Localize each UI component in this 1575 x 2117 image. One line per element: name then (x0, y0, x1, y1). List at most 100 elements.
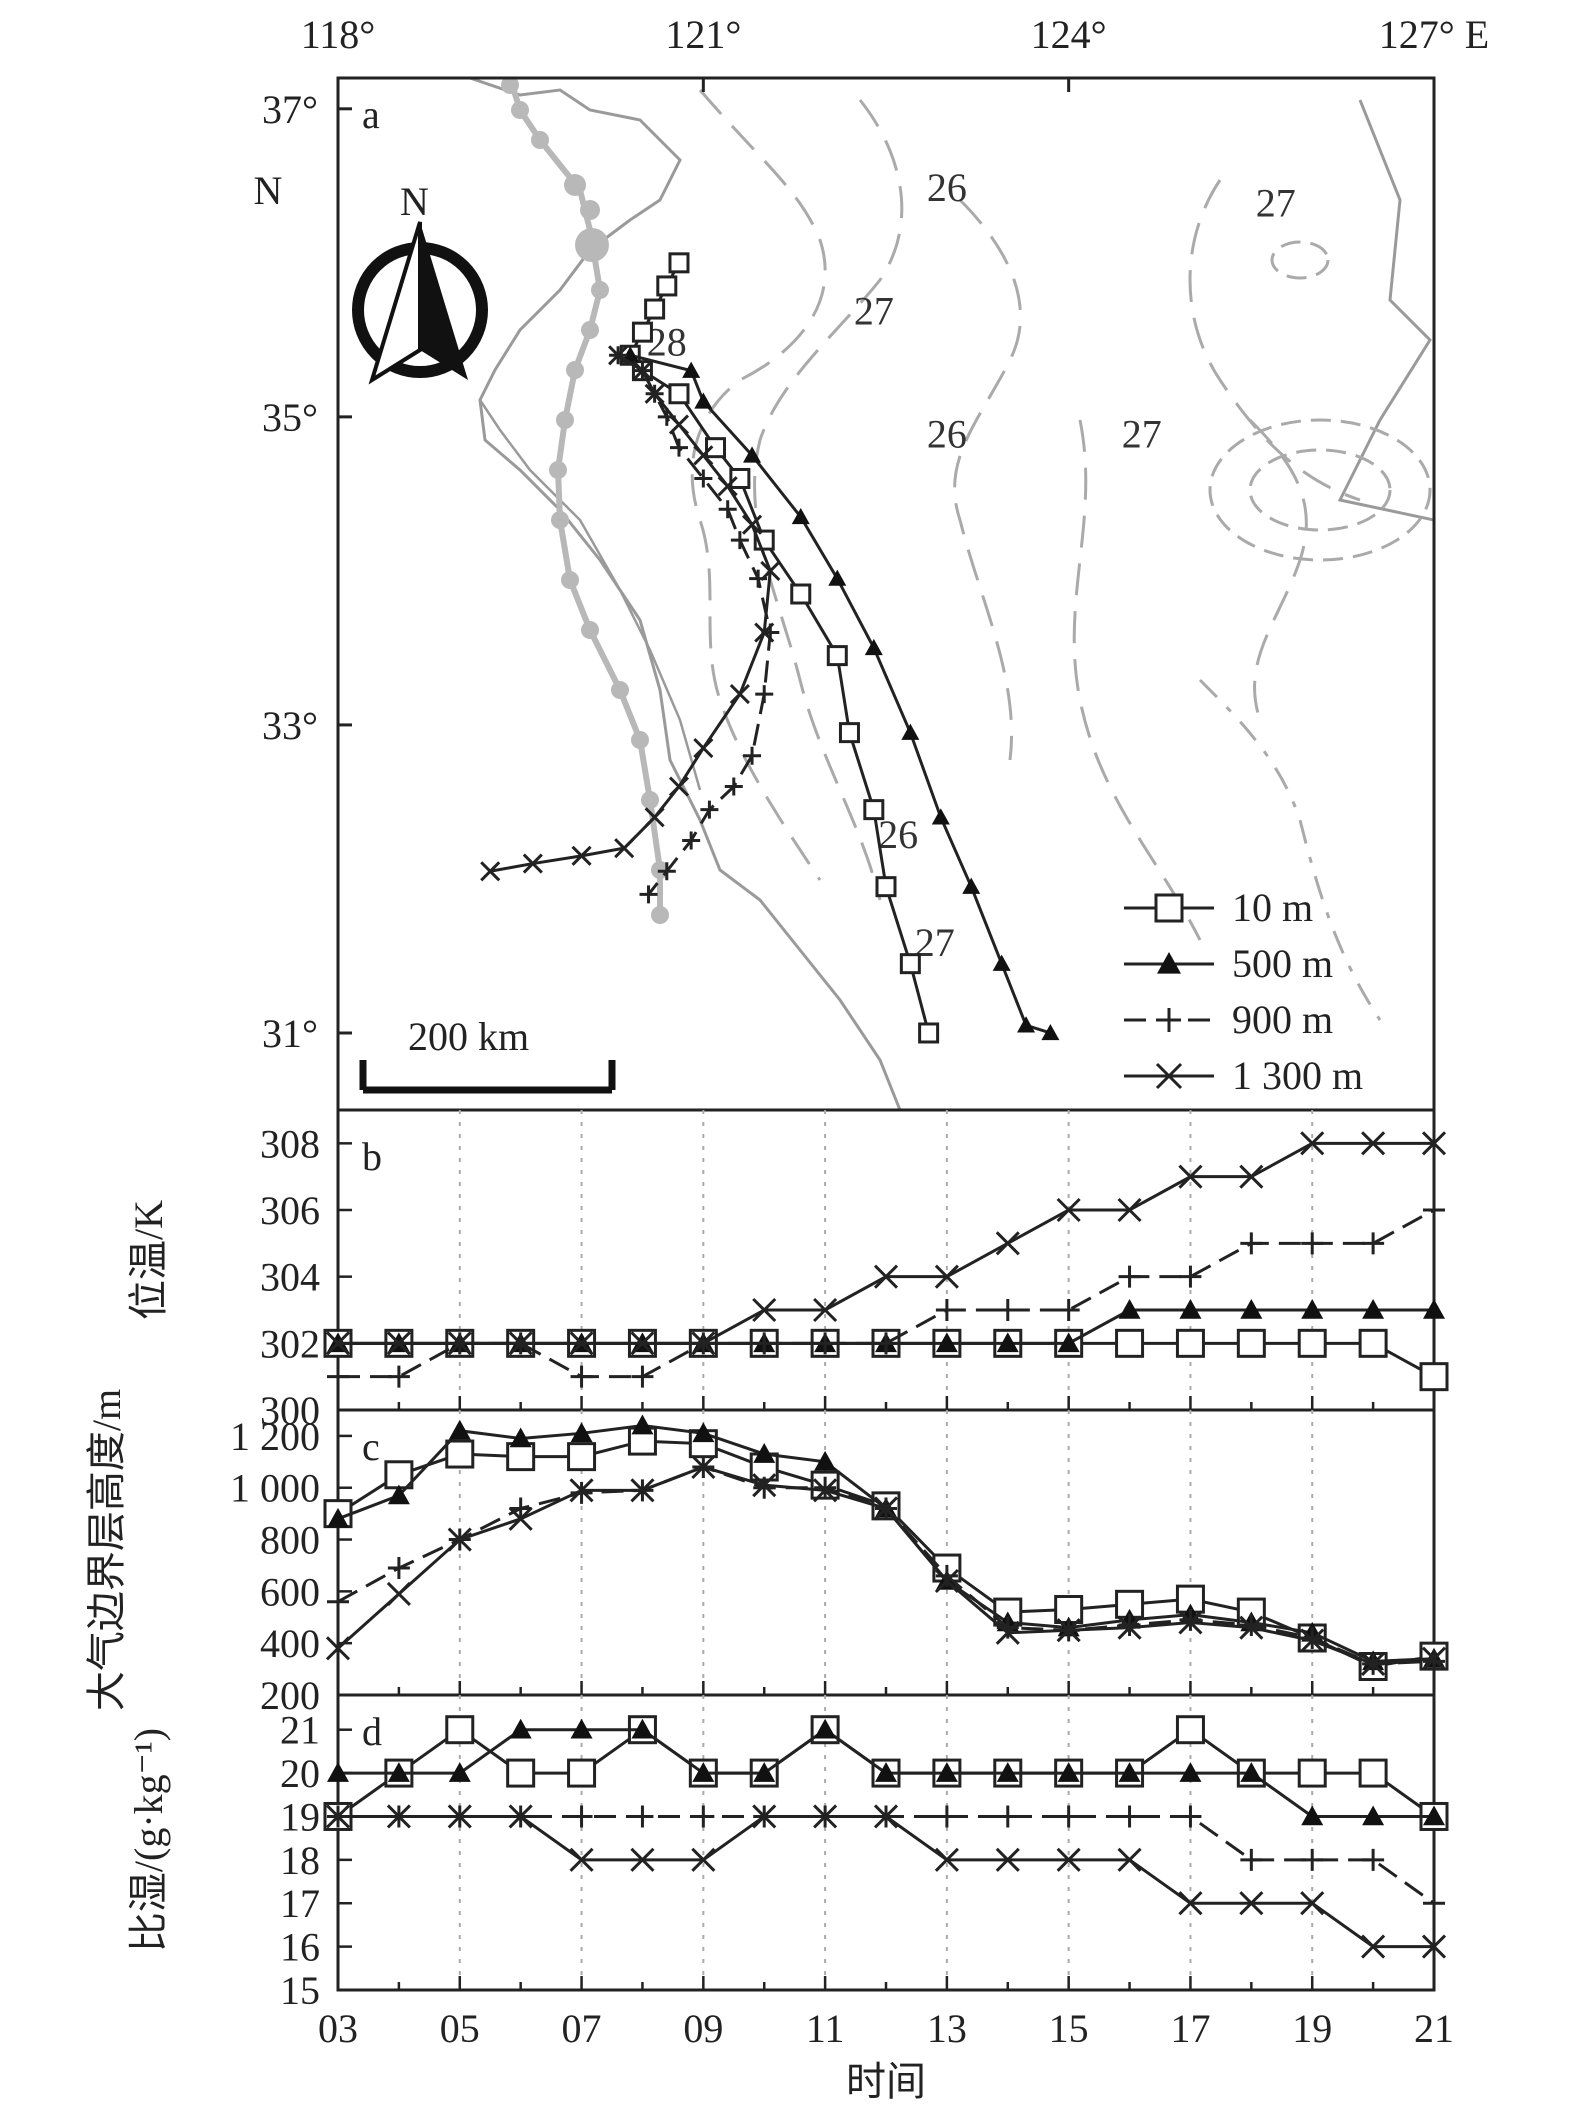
data-point (569, 1847, 594, 1872)
left-tick-label: 31° (262, 1011, 318, 1056)
data-point (509, 1497, 532, 1520)
panel-b-ylabel: 位温/K (126, 1200, 171, 1320)
data-point (506, 1442, 536, 1472)
data-point (814, 1450, 837, 1471)
trajectory-point (656, 275, 678, 297)
trajectory-point (668, 414, 690, 435)
data-point (1423, 1650, 1445, 1673)
isotherm-label: 27 (1122, 412, 1162, 457)
data-point (386, 1331, 411, 1356)
y-tick-label: 800 (260, 1518, 320, 1563)
left-tick-label: 33° (262, 703, 318, 748)
north-arrow-label: N (400, 179, 429, 224)
trajectory-point (864, 638, 883, 656)
data-point (1178, 1610, 1203, 1635)
data-point (570, 1422, 593, 1443)
y-tick-label: 304 (260, 1255, 320, 1300)
series-line (338, 1814, 1434, 1949)
data-point (387, 1484, 410, 1505)
data-point (1179, 1608, 1202, 1631)
panel-d-ylabel: 比湿/(g·kg⁻¹) (126, 1728, 171, 1952)
data-point (934, 1847, 959, 1872)
y-tick-label: 1 200 (230, 1414, 320, 1459)
data-point (325, 1804, 351, 1829)
data-point (1240, 1762, 1263, 1782)
data-point (1361, 1131, 1386, 1156)
data-point (327, 1762, 349, 1782)
data-point (448, 1762, 471, 1782)
y-tick-label: 18 (280, 1838, 320, 1883)
data-point (1297, 1758, 1327, 1788)
data-point (631, 1414, 654, 1435)
panel-c-letter: c (362, 1424, 380, 1469)
data-point (1419, 1362, 1449, 1392)
data-point (508, 1506, 533, 1531)
x-tick-label: 11 (806, 2006, 845, 2051)
data-point (1117, 1197, 1142, 1223)
panel-c-plot: 200 400 600 800 1 000 1 200 (230, 1410, 1449, 1718)
data-point (1362, 1299, 1385, 1319)
trajectory-point (669, 438, 688, 457)
panel-b-letter: b (362, 1134, 382, 1179)
data-point (873, 1804, 899, 1829)
coastline-east (1337, 99, 1434, 522)
panel-c-ylabel: 大气边界层高度/m (84, 1389, 129, 1711)
data-point (448, 1419, 471, 1440)
data-point (1358, 1758, 1388, 1788)
data-point (567, 1442, 597, 1472)
coastline (469, 78, 902, 1110)
y-tick-label: 308 (260, 1121, 320, 1166)
isotherm (953, 198, 1022, 761)
data-point (934, 1568, 959, 1594)
data-point (1421, 1131, 1447, 1156)
trajectory-point (571, 845, 592, 866)
data-point (1057, 1805, 1080, 1828)
trajectory-point (901, 723, 920, 740)
x-tick-label: 07 (562, 2006, 602, 2051)
data-point (570, 1718, 593, 1739)
data-point (1178, 1891, 1203, 1916)
coastline-inland (478, 399, 702, 791)
trajectory-point (826, 645, 848, 667)
y-tick-label: 15 (280, 1968, 320, 2013)
data-point (996, 1299, 1019, 1321)
data-point (1301, 1805, 1324, 1826)
grey-track-dots (501, 78, 669, 924)
trajectory-point (682, 831, 701, 850)
y-tick-label: 600 (260, 1569, 320, 1614)
x-tick-label: 21 (1414, 2006, 1454, 2051)
trajectory-point (522, 853, 543, 874)
trajectory-point (705, 437, 727, 459)
data-point (1236, 1328, 1266, 1358)
trajectory-point (741, 514, 763, 535)
data-point (1361, 1934, 1386, 1959)
trajectory-line (628, 262, 931, 1034)
data-point (995, 1847, 1020, 1872)
data-point (1057, 1299, 1080, 1321)
trajectory-point (631, 321, 653, 343)
data-point (1301, 1848, 1324, 1871)
data-point (631, 1805, 654, 1828)
trajectory-point (791, 507, 810, 525)
x-tick-label: 17 (1170, 2006, 1210, 2051)
data-point (1175, 1715, 1205, 1745)
trajectory-point (668, 383, 690, 405)
data-point (1421, 1934, 1447, 1959)
trajectory-point (790, 583, 812, 605)
trajectory-point (992, 954, 1011, 971)
data-point (813, 1804, 838, 1829)
data-point (935, 1299, 958, 1321)
data-point (387, 1365, 410, 1388)
data-point (996, 1762, 1019, 1782)
data-point (1057, 1332, 1080, 1353)
data-point (386, 1804, 411, 1829)
data-point (1239, 1164, 1264, 1189)
data-point (384, 1460, 414, 1490)
trajectory-point (644, 298, 666, 320)
trajectory-point (931, 808, 950, 825)
trajectory-point (639, 885, 658, 904)
x-tick-label: 03 (318, 2006, 358, 2051)
panel-b: b 位温/K (126, 1108, 1436, 1412)
scale-bar-label: 200 km (408, 1014, 529, 1059)
data-point (1179, 1805, 1202, 1828)
